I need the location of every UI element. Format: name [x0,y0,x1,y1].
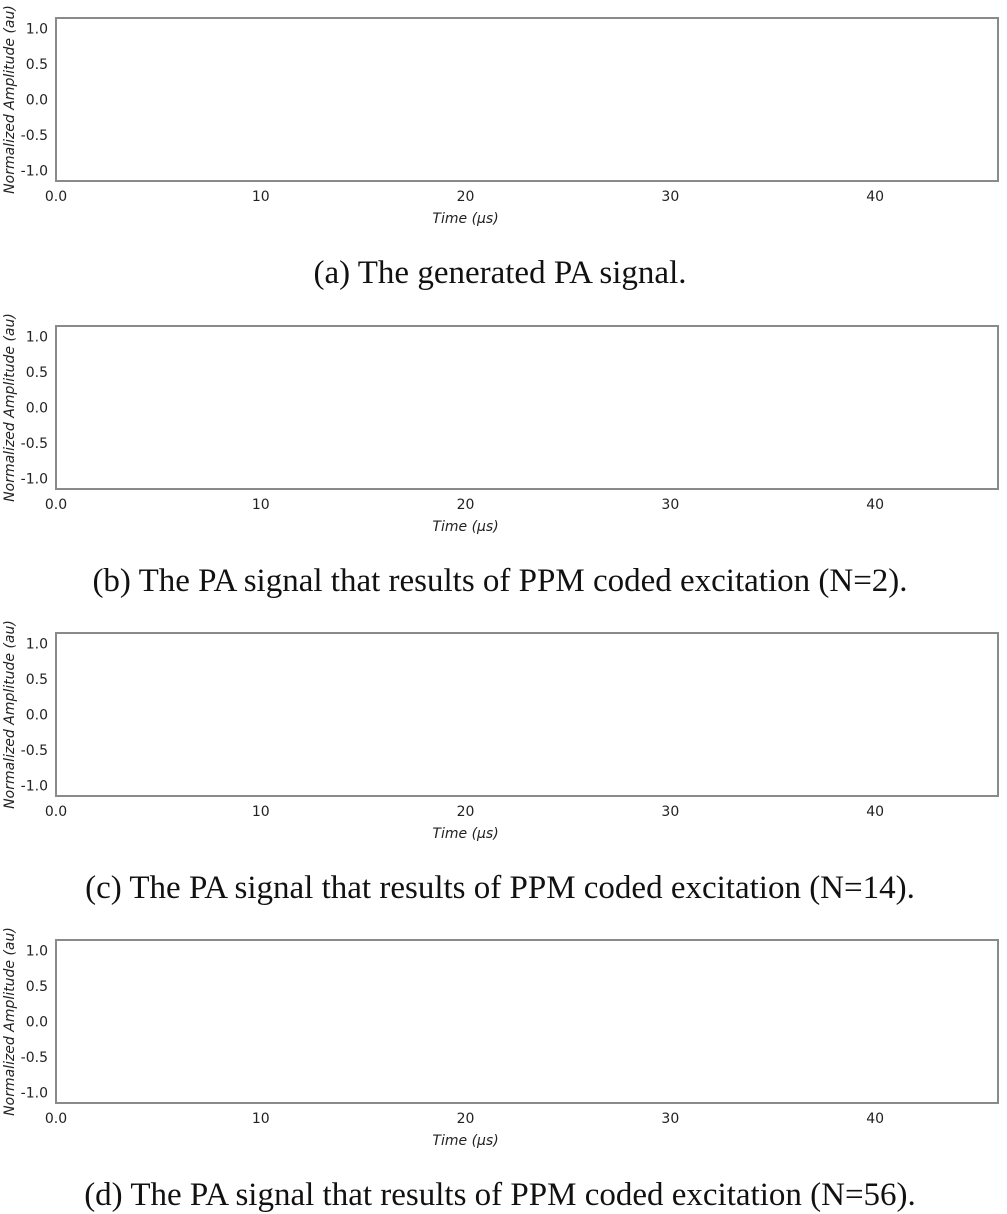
y-tick-label: -1.0 [21,1085,48,1101]
y-tick-label: -1.0 [21,471,48,487]
panel-caption: (c) The PA signal that results of PPM co… [85,870,915,906]
x-tick-label: 10 [252,189,270,205]
x-tick-label: 0.0 [45,804,67,820]
plot-frame [55,17,999,182]
y-tick-label: -0.5 [21,128,48,144]
x-tick-label: 30 [661,189,679,205]
y-tick-label: 1.0 [26,637,48,653]
y-axis-title: Normalized Amplitude (au) [2,620,18,809]
x-tick-label: 0.0 [45,189,67,205]
x-tick-label: 40 [866,189,884,205]
y-tick-label: 0.0 [26,401,48,417]
chart-panel-2: 1.0 0.5 0.0 -0.5 -1.0 0.0 10 20 30 40 Time (µs) Nor… [2,313,999,599]
plot-frame [55,632,999,797]
x-axis-title: Time (µs) [432,519,498,535]
y-tick-label: -0.5 [21,743,48,759]
x-tick-label: 20 [457,1111,475,1127]
panel-caption: (a) The generated PA signal. [314,255,687,291]
x-axis-title: Time (µs) [432,1133,498,1149]
y-tick-label: -0.5 [21,1050,48,1066]
x-tick-label: 0.0 [45,1111,67,1127]
y-tick-label: 0.5 [26,57,48,73]
panel-caption: (b) The PA signal that results of PPM co… [92,563,907,599]
x-axis-title: Time (µs) [432,211,498,227]
y-axis-title: Normalized Amplitude (au) [2,927,18,1116]
plot-frame [55,939,999,1104]
y-axis-title: Normalized Amplitude (au) [2,313,18,502]
y-tick-label: 0.5 [26,672,48,688]
x-tick-label: 0.0 [45,497,67,513]
y-tick-label: 0.0 [26,93,48,109]
x-tick-label: 30 [661,497,679,513]
plot-frame [55,325,999,490]
x-tick-label: 30 [661,804,679,820]
x-tick-label: 30 [661,1111,679,1127]
x-tick-label: 10 [252,1111,270,1127]
y-axis-title: Normalized Amplitude (au) [2,5,18,194]
chart-panel-1: 1.0 0.5 0.0 -0.5 -1.0 0.0 10 20 30 40 Time (µs) Nor… [2,5,999,291]
y-tick-label: 0.5 [26,365,48,381]
x-tick-label: 20 [457,804,475,820]
x-tick-label: 10 [252,497,270,513]
chart-panel-4: 1.0 0.5 0.0 -0.5 -1.0 0.0 10 20 30 40 Time (µs) Nor… [2,927,999,1213]
x-tick-label: 20 [457,497,475,513]
chart-panel-3: 1.0 0.5 0.0 -0.5 -1.0 0.0 10 20 30 40 Time (µs) Nor… [2,620,999,906]
x-tick-label: 40 [866,804,884,820]
y-tick-label: 1.0 [26,330,48,346]
y-tick-label: -1.0 [21,163,48,179]
x-tick-label: 40 [866,1111,884,1127]
y-tick-label: 0.5 [26,979,48,995]
y-tick-label: 1.0 [26,944,48,960]
panel-caption: (d) The PA signal that results of PPM co… [84,1177,916,1213]
y-tick-label: 1.0 [26,22,48,38]
y-tick-label: 0.0 [26,708,48,724]
y-tick-label: -0.5 [21,436,48,452]
x-tick-label: 10 [252,804,270,820]
y-tick-label: 0.0 [26,1015,48,1031]
x-axis-title: Time (µs) [432,826,498,842]
x-tick-label: 40 [866,497,884,513]
y-tick-label: -1.0 [21,778,48,794]
x-tick-label: 20 [457,189,475,205]
